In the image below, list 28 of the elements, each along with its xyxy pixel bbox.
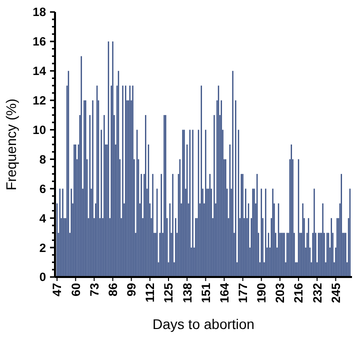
y-tick-label: 0 — [39, 270, 46, 284]
x-tick-label: 112 — [143, 282, 158, 302]
x-tick-label: 47 — [50, 282, 64, 296]
x-tick-label: 99 — [124, 282, 139, 296]
x-tick-label: 151 — [198, 282, 213, 304]
x-tick-label: 60 — [68, 282, 83, 296]
y-tick-label: 8 — [39, 152, 46, 166]
y-axis-title: Frequency (%) — [3, 98, 19, 190]
x-tick-label: 245 — [328, 282, 343, 304]
x-tick-label: 164 — [217, 282, 232, 304]
y-tick-label: 4 — [39, 211, 46, 226]
y-tick-label: 16 — [32, 34, 46, 49]
x-tick-label: 86 — [106, 282, 120, 296]
x-tick-label: 203 — [273, 282, 288, 304]
y-tick-label: 10 — [32, 122, 46, 137]
y-tick-label: 6 — [39, 182, 46, 196]
x-tick-label: 216 — [292, 282, 306, 304]
y-tick-label: 18 — [32, 5, 46, 20]
x-tick-label: 125 — [162, 282, 176, 304]
x-axis-title: Days to abortion — [152, 316, 254, 332]
y-tick-label: 12 — [32, 94, 46, 108]
x-tick-label: 138 — [180, 282, 194, 304]
y-tick-label: 2 — [39, 240, 46, 255]
x-tick-label: 177 — [236, 282, 250, 304]
x-tick-label: 232 — [310, 282, 324, 304]
y-tick-label: 14 — [32, 64, 46, 78]
x-tick-label: 73 — [87, 282, 102, 296]
x-tick-label: 190 — [254, 282, 269, 304]
